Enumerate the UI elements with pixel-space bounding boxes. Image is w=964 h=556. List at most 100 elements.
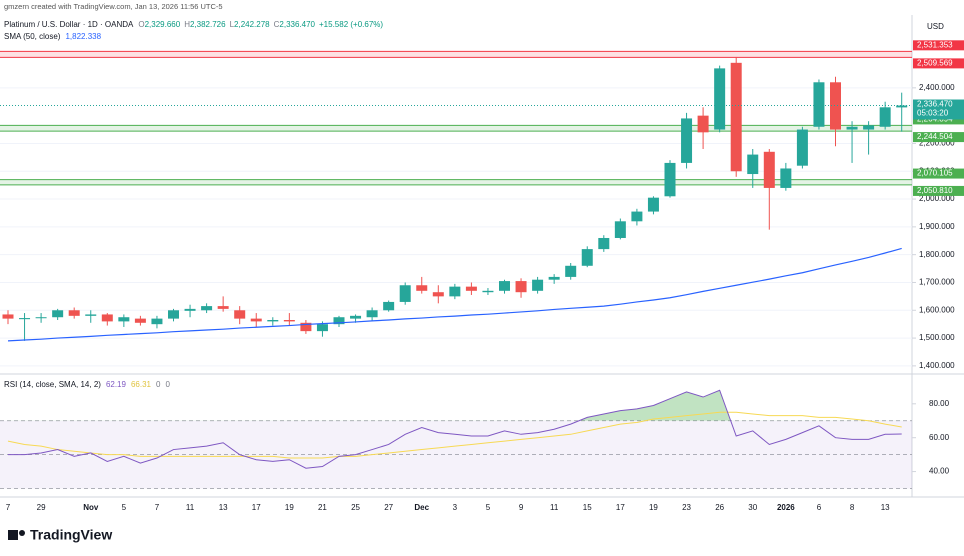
candle-body (796, 129, 808, 166)
last-price-label: 2,336.470 (917, 100, 953, 109)
rsi-title: RSI (14, close, SMA, 14, 2) (4, 380, 101, 389)
candle-body (134, 318, 146, 323)
candle-body (432, 292, 444, 297)
candle-body (101, 314, 113, 322)
zone (0, 51, 912, 58)
candle-body (118, 317, 130, 322)
symbol: Platinum / U.S. Dollar · 1D · OANDA (4, 20, 134, 29)
level-label-box (913, 40, 964, 51)
x-tick-label: 17 (252, 503, 261, 512)
y-tick-label: 60.00 (929, 433, 950, 442)
y-tick-label: 80.00 (929, 399, 950, 408)
candle-body (647, 197, 659, 212)
y-tick-label: 1,400.000 (919, 361, 955, 370)
candle-body (532, 279, 544, 291)
ohlc-key: L (230, 20, 235, 29)
x-tick-label: 3 (453, 503, 458, 512)
x-tick-label: 11 (550, 503, 559, 512)
x-tick-label: 25 (351, 503, 360, 512)
level-label-box (913, 58, 964, 69)
ohlc-key: O (138, 20, 144, 29)
x-tick-label: 27 (384, 503, 393, 512)
candle-body (730, 62, 742, 172)
candle-body (449, 286, 461, 297)
candle-body (2, 314, 14, 319)
candle-body (664, 162, 676, 197)
candle-body (151, 318, 163, 325)
candle-body (631, 211, 643, 222)
x-tick-label: 19 (285, 503, 294, 512)
ohlc-value: 2,336.470 (279, 20, 315, 29)
candle-body (234, 310, 246, 319)
sma-line (7, 247, 902, 342)
candle-body (581, 249, 593, 266)
candle-body (598, 237, 610, 250)
ohlc-value: 2,382.726 (190, 20, 226, 29)
x-tick-label: 5 (486, 503, 491, 512)
overbought-fill (8, 390, 902, 421)
rsi-value: 62.19 (106, 380, 127, 389)
x-tick-label: Dec (414, 503, 429, 512)
y-tick-label: 1,700.000 (919, 278, 955, 287)
rsi-extra: 0 (156, 380, 161, 389)
x-tick-label: 30 (748, 503, 757, 512)
countdown: 05:03:20 (917, 109, 949, 118)
candle-body (780, 168, 792, 188)
candle-body (201, 306, 213, 311)
candle-body (19, 318, 31, 320)
y-tick-label: 2,000.000 (919, 194, 955, 203)
sma-value: 1,822.338 (65, 32, 101, 41)
rsi-line (8, 389, 902, 469)
x-tick-label: 17 (616, 503, 625, 512)
rsi-extra: 0 (165, 380, 170, 389)
x-tick-label: 19 (649, 503, 658, 512)
candle-body (217, 306, 229, 309)
candle-body (399, 285, 411, 302)
candle-body (846, 126, 858, 130)
x-tick-label: 8 (850, 503, 855, 512)
change: +15.582 (+0.67%) (319, 20, 383, 29)
x-tick-label: 7 (6, 503, 11, 512)
level-label: 2,070.105 (917, 169, 953, 178)
level-label-box (913, 132, 964, 143)
candle-body (316, 324, 328, 332)
x-tick-label: 29 (37, 503, 46, 512)
level-label: 2,509.569 (917, 58, 953, 67)
credit: gmzern created with TradingView.com, Jan… (4, 2, 223, 11)
level-label-box (913, 168, 964, 179)
candle-body (482, 290, 494, 293)
y-tick-label: 1,600.000 (919, 305, 955, 314)
candle-body (499, 281, 510, 291)
level-label: 2,244.504 (917, 132, 953, 141)
y-tick-label: 1,500.000 (919, 333, 955, 342)
last-price-box (913, 99, 964, 120)
ohlc-key: H (184, 20, 190, 29)
zone (0, 125, 912, 132)
candle-body (300, 322, 312, 332)
brand: TradingView (30, 527, 112, 543)
zone (0, 179, 912, 185)
candle-body (813, 82, 825, 127)
candle-body (714, 68, 726, 130)
candle-body (681, 118, 693, 163)
x-tick-label: 2026 (777, 503, 795, 512)
candle-body (85, 314, 97, 316)
x-tick-label: 13 (881, 503, 890, 512)
x-tick-label: Nov (83, 503, 99, 512)
candle-body (168, 310, 179, 319)
level-label-box (913, 185, 964, 196)
sma-name: SMA (50, close) (4, 32, 61, 41)
candle-body (614, 221, 626, 238)
rsi-sma-value: 66.31 (131, 380, 152, 389)
ohlc-key: C (274, 20, 280, 29)
candle-body (283, 320, 295, 322)
sma-legend: SMA (50, close) 1,822.338 (4, 32, 102, 41)
candle-body (465, 286, 477, 291)
candle-body (250, 318, 262, 322)
y-tick-label: 1,800.000 (919, 250, 955, 259)
candle-body (383, 301, 395, 311)
level-label: 2,531.353 (917, 40, 953, 49)
candle-body (184, 308, 196, 311)
candle-body (350, 315, 362, 319)
brand-logo: TradingView (8, 527, 112, 543)
